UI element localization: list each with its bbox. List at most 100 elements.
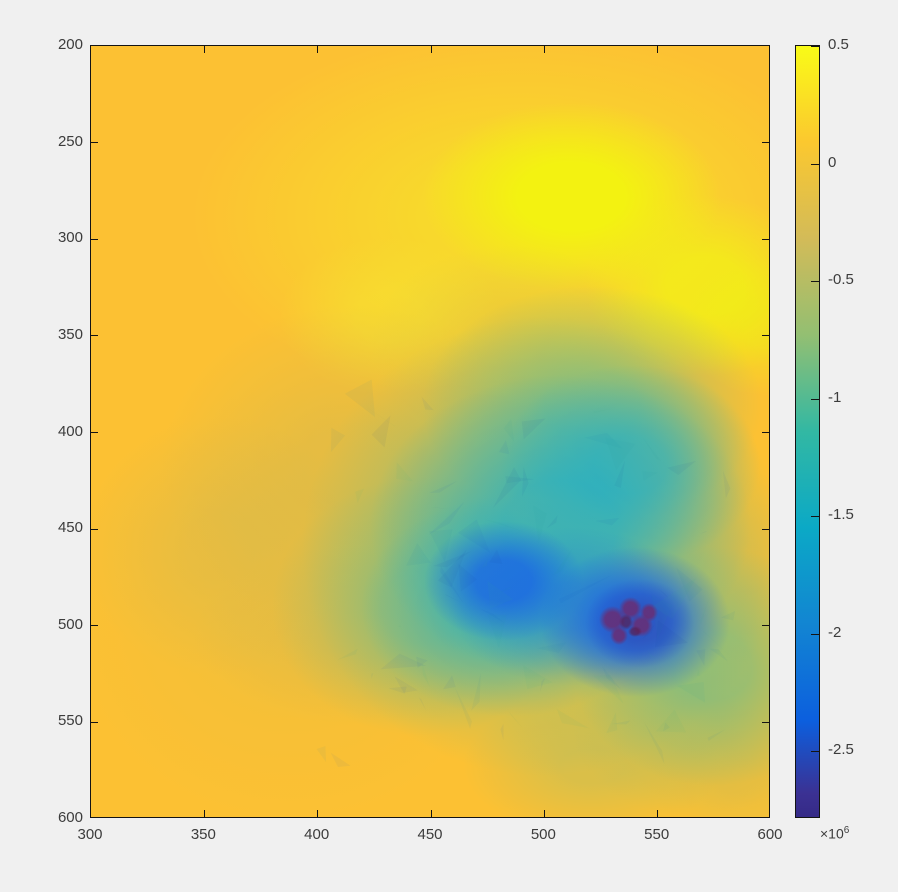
facet-noise-patch	[484, 519, 524, 532]
facet-noise-patch	[355, 488, 365, 503]
facet-noise-patch	[430, 507, 450, 509]
surface-blob	[680, 256, 769, 396]
multiplier-base: ×10	[820, 825, 844, 842]
y-tick-label: 600	[57, 809, 83, 826]
facet-noise-patch	[696, 669, 700, 676]
facet-noise-patch	[316, 745, 327, 763]
facet-noise-patch	[330, 427, 346, 453]
facet-noise-patch	[365, 406, 396, 427]
colorbar-tick-label: -0.5	[828, 271, 854, 288]
surface-blob	[272, 476, 572, 736]
surface-blob	[628, 625, 642, 638]
facet-noise-patch	[657, 588, 669, 598]
facet-noise-patch	[522, 466, 529, 497]
facet-noise-patch	[444, 593, 462, 603]
facet-noise-patch	[406, 543, 431, 566]
surface-blob	[598, 606, 626, 634]
facet-noise-patch	[421, 396, 434, 411]
colorbar-tick-mark	[811, 634, 819, 635]
colorbar-tick-label: -1	[828, 389, 842, 406]
surface-blob	[190, 46, 769, 406]
surface-blob	[630, 614, 654, 638]
y-tick-label: 450	[57, 519, 83, 537]
surface-blob	[193, 544, 552, 727]
facet-noise-patch	[437, 549, 467, 588]
facet-noise-patch	[647, 650, 655, 659]
y-tick-label: 500	[57, 615, 83, 633]
x-tick-label: 350	[190, 826, 216, 843]
facet-noise-patch	[505, 476, 535, 484]
facet-noise-patch	[371, 415, 391, 448]
surface-blob	[585, 579, 694, 669]
surface-blob	[369, 245, 651, 447]
facet-noise-patch	[677, 681, 706, 703]
facet-noise-patch	[703, 631, 734, 659]
colorbar[interactable]	[795, 45, 820, 818]
surface-blob	[571, 546, 769, 787]
facet-noise-patch	[422, 662, 430, 688]
facet-noise-patch	[558, 574, 613, 604]
colorbar-tick-mark	[811, 164, 819, 165]
facet-noise-patch	[371, 672, 374, 680]
surface-blob	[421, 285, 762, 526]
surface-blob	[585, 194, 769, 377]
facet-noise-patch	[540, 677, 546, 692]
surface-blob	[619, 596, 642, 620]
facet-noise-patch	[380, 653, 427, 670]
facet-noise-patch	[641, 624, 655, 640]
facet-noise-patch	[471, 672, 481, 711]
facet-noise-patch	[522, 665, 553, 690]
surface-blob	[369, 374, 751, 676]
colorbar-tick-label: -2	[828, 624, 842, 641]
surface-blob	[360, 496, 660, 717]
facet-noise-patch	[651, 594, 673, 640]
x-tick-label: 300	[77, 826, 103, 843]
facet-noise-patch	[433, 551, 472, 568]
x-tick-label: 550	[644, 826, 670, 843]
facet-noise-patch	[605, 437, 636, 471]
x-tick-label: 600	[757, 826, 783, 843]
y-tick-label: 350	[57, 325, 83, 343]
multiplier-exponent: 6	[843, 825, 850, 836]
facet-noise-patch	[553, 548, 573, 576]
y-tick-label: 200	[57, 36, 83, 53]
facet-noise-patch	[500, 723, 504, 741]
facet-noise-patch	[655, 709, 687, 733]
facet-noise-patch	[458, 563, 477, 592]
facet-noise-patch	[487, 581, 514, 609]
facet-noise-patch	[707, 729, 726, 741]
facet-noise-patch	[344, 379, 375, 417]
surface-blob	[501, 364, 760, 566]
colorbar-tick-mark	[811, 281, 819, 282]
y-tick-label: 400	[57, 422, 83, 440]
surface-blob	[421, 102, 722, 292]
facet-noise-patch	[498, 440, 510, 455]
colorbar-tick-label: -1.5	[828, 506, 854, 523]
facet-noise-patch	[654, 620, 688, 648]
facet-noise-patch	[503, 418, 515, 443]
y-tick-label: 300	[57, 229, 83, 247]
surface-blob	[639, 602, 658, 622]
facet-noise-patch	[396, 462, 413, 482]
facet-noise-patch	[593, 674, 624, 704]
colorbar-exponent-label: ×106	[820, 825, 849, 842]
surface-blob	[279, 237, 502, 396]
facet-noise-patch	[428, 501, 465, 535]
surface-blob	[91, 417, 361, 676]
facet-noise-patch	[696, 649, 706, 667]
facet-noise-patch	[700, 598, 709, 625]
facet-noise-patch	[496, 586, 512, 595]
x-tick-label: 500	[530, 826, 556, 843]
facet-noise-patch	[521, 418, 546, 440]
surface-blob	[462, 697, 722, 817]
facet-noise-patch	[353, 643, 357, 647]
colorbar-tick-label: 0.5	[828, 36, 849, 53]
facet-noise-patch	[416, 656, 428, 669]
facet-noise-patch	[556, 709, 589, 729]
facet-noise-patch	[667, 460, 697, 475]
facet-noise-patch	[429, 480, 458, 493]
surface-blob	[539, 546, 731, 698]
facet-noise-patch	[388, 686, 407, 694]
surface-blob	[684, 471, 769, 665]
plot-area[interactable]	[90, 45, 770, 818]
